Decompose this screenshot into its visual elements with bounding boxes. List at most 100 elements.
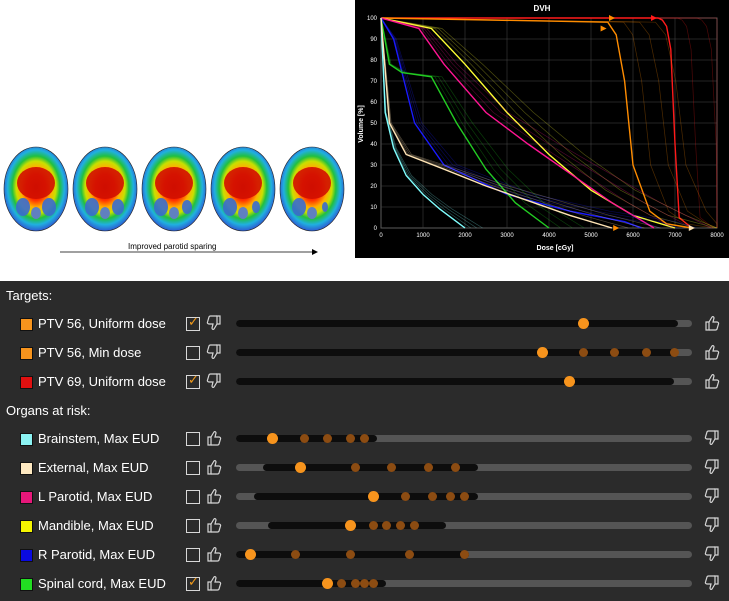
- slider-thumb[interactable]: [322, 578, 334, 589]
- dvh-title: DVH: [534, 4, 551, 13]
- lock-checkbox[interactable]: [186, 490, 200, 504]
- slider-history-dot: [346, 434, 355, 443]
- dvh-series-variant: [380, 17, 718, 229]
- thumbs-down-icon[interactable]: [702, 428, 722, 448]
- thumbs-down-icon[interactable]: [204, 371, 224, 391]
- thumbs-up-icon[interactable]: [204, 515, 224, 535]
- y-tick-label: 10: [370, 205, 377, 211]
- slider-range: [236, 320, 679, 327]
- dvh-series-variant: [380, 17, 714, 229]
- slider-history-dot: [300, 434, 310, 443]
- y-tick-label: 0: [374, 226, 378, 232]
- thumbs-up-icon[interactable]: [702, 371, 722, 391]
- objective-label: Brainstem, Max EUD: [38, 431, 160, 446]
- objective-row: Spinal cord, Max EUD ✓: [0, 573, 729, 597]
- objective-row: External, Max EUD: [0, 457, 729, 481]
- dvh-series-variant: [380, 17, 674, 229]
- dvh-series-line: [380, 17, 692, 229]
- thumbs-up-icon[interactable]: [204, 486, 224, 506]
- slider-history-dot: [423, 463, 433, 472]
- slider-history-dot: [428, 492, 438, 501]
- objective-label: PTV 56, Min dose: [38, 345, 142, 360]
- lock-checkbox[interactable]: [186, 548, 200, 562]
- dvh-series-line: [381, 17, 693, 229]
- x-tick-label: 8000: [710, 233, 724, 239]
- dose-thumbnail: [279, 146, 345, 232]
- lock-checkbox[interactable]: [186, 461, 200, 475]
- lock-checkbox[interactable]: ✓: [186, 575, 200, 591]
- dvh-series-variant: [380, 17, 585, 229]
- objective-label: External, Max EUD: [38, 460, 149, 475]
- slider-history-dot: [323, 434, 333, 443]
- slider-history-dot: [382, 521, 392, 530]
- slider-thumb[interactable]: [577, 318, 589, 329]
- dvh-series-variant: [380, 17, 712, 229]
- slider-track[interactable]: [236, 580, 692, 587]
- y-tick-label: 90: [370, 37, 377, 43]
- thumbs-down-icon[interactable]: [702, 515, 722, 535]
- slider-history-dot: [387, 463, 397, 472]
- lock-checkbox[interactable]: [186, 432, 200, 446]
- slider-thumb[interactable]: [536, 347, 548, 358]
- slider-range: [267, 522, 446, 529]
- thumbs-down-icon[interactable]: [702, 544, 722, 564]
- arrow-head: [312, 249, 318, 255]
- objectives-panel: Targets: PTV 56, Uniform dose ✓ PTV 56, Mi…: [0, 281, 729, 601]
- slider-history-dot: [368, 521, 378, 530]
- slider-history-dot: [350, 579, 360, 588]
- thumbs-down-icon[interactable]: [702, 486, 722, 506]
- slider-track[interactable]: [236, 522, 692, 529]
- dvh-series-variant: [380, 17, 693, 229]
- objective-row: Mandible, Max EUD: [0, 515, 729, 539]
- thumbs-up-icon[interactable]: [204, 457, 224, 477]
- organs-title: Organs at risk:: [6, 403, 91, 418]
- dose-thumbnail: [72, 146, 138, 232]
- dvh-series-variant: [381, 17, 714, 229]
- y-tick-label: 80: [370, 58, 377, 64]
- lock-checkbox[interactable]: [186, 346, 200, 360]
- slider-range: [236, 349, 674, 356]
- slider-thumb[interactable]: [367, 491, 379, 502]
- slider-history-dot: [336, 579, 346, 588]
- x-tick-label: 2000: [458, 233, 472, 239]
- slider-track[interactable]: [236, 435, 692, 442]
- dvh-marker: [651, 15, 657, 21]
- thumbs-down-icon[interactable]: [204, 342, 224, 362]
- thumbs-up-icon[interactable]: [204, 428, 224, 448]
- slider-history-dot: [446, 492, 456, 501]
- thumbs-down-icon[interactable]: [702, 573, 722, 593]
- slider-history-dot: [610, 348, 620, 357]
- dvh-series-variant: [380, 17, 661, 229]
- slider-history-dot: [346, 550, 355, 559]
- dose-thumbnail: [141, 146, 207, 232]
- lock-checkbox[interactable]: [186, 519, 200, 533]
- objective-label: Spinal cord, Max EUD: [38, 576, 166, 591]
- slider-thumb[interactable]: [563, 376, 575, 387]
- slider-history-dot: [405, 550, 415, 559]
- x-tick-label: 7000: [668, 233, 682, 239]
- dvh-series-line: [380, 17, 466, 229]
- dvh-series-variant: [380, 17, 477, 229]
- y-tick-label: 60: [370, 100, 377, 106]
- dvh-series-variant: [380, 17, 696, 229]
- lock-checkbox[interactable]: ✓: [186, 373, 200, 389]
- slider-history-dot: [642, 348, 652, 357]
- thumbs-up-icon[interactable]: [204, 544, 224, 564]
- slider-thumb[interactable]: [294, 462, 306, 473]
- lock-checkbox[interactable]: ✓: [186, 315, 200, 331]
- objective-row: PTV 69, Uniform dose ✓: [0, 371, 729, 395]
- thumbs-up-icon[interactable]: [204, 573, 224, 593]
- slider-thumb[interactable]: [267, 433, 279, 444]
- thumbs-up-icon[interactable]: [702, 342, 722, 362]
- objective-label: PTV 56, Uniform dose: [38, 316, 166, 331]
- thumbs-down-icon[interactable]: [702, 457, 722, 477]
- slider-thumb[interactable]: [244, 549, 256, 560]
- x-tick-label: 1000: [416, 233, 430, 239]
- y-tick-label: 50: [370, 121, 377, 127]
- thumbs-up-icon[interactable]: [702, 313, 722, 333]
- slider-thumb[interactable]: [345, 520, 356, 531]
- thumbs-down-icon[interactable]: [204, 313, 224, 333]
- color-swatch: [20, 549, 33, 562]
- dose-thumbnail: [3, 146, 69, 232]
- slider-history-dot: [400, 492, 410, 501]
